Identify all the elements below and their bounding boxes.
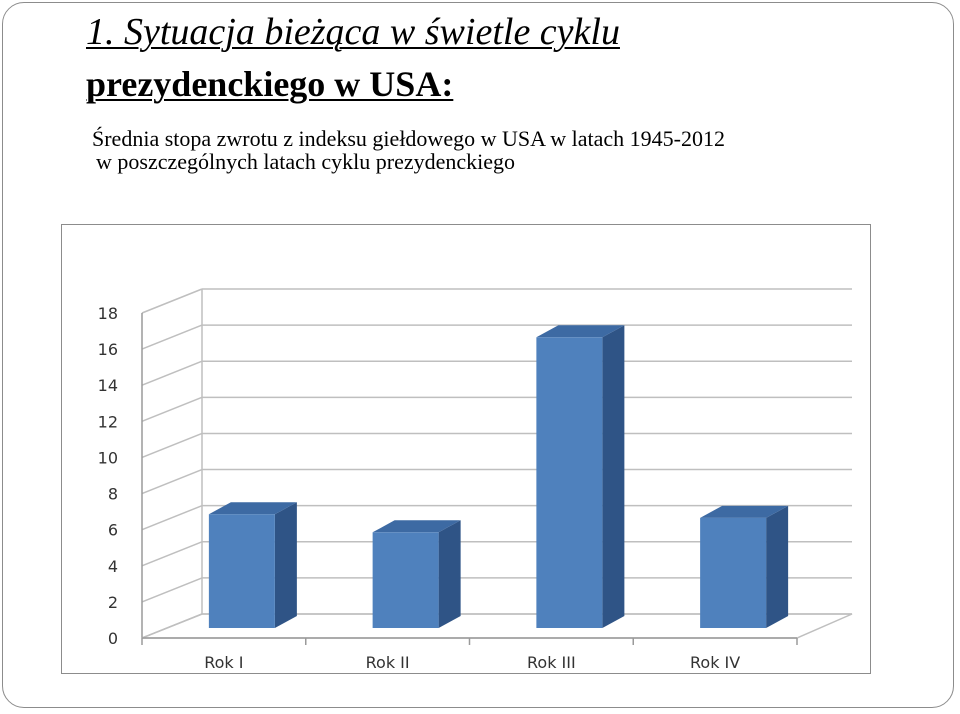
y-tick-label: 2 bbox=[108, 593, 118, 612]
bar-side bbox=[766, 505, 789, 628]
chart-area: 0 2 4 6 8 10 12 14 16 18 Rok I Rok II Rok III Rok IV bbox=[61, 224, 871, 674]
bar-top bbox=[536, 325, 625, 338]
gridline-side bbox=[141, 324, 203, 350]
gridline-side bbox=[141, 396, 203, 423]
gridline-side bbox=[141, 288, 203, 314]
gridline-side bbox=[141, 468, 203, 495]
bar-top bbox=[372, 520, 461, 533]
y-tick-label: 18 bbox=[98, 304, 118, 323]
y-tick-label: 14 bbox=[98, 376, 118, 395]
y-tick-label: 0 bbox=[108, 629, 118, 648]
bar bbox=[536, 337, 603, 628]
chart-subtitle: Średnia stopa zwrotu z indeksu giełdoweg… bbox=[92, 127, 922, 173]
x-tick-label: Rok IV bbox=[690, 653, 740, 672]
x-tick-label: Rok III bbox=[527, 653, 576, 672]
slide-title-line2: prezydenckiego w USA: bbox=[86, 64, 454, 104]
bar-side bbox=[602, 325, 625, 628]
y-tick-label: 6 bbox=[108, 521, 118, 540]
x-tick-label: Rok II bbox=[366, 653, 410, 672]
y-tick-label: 16 bbox=[98, 340, 118, 359]
gridline-side bbox=[141, 541, 203, 567]
bar-side bbox=[438, 520, 461, 628]
subtitle-line1: Średnia stopa zwrotu z indeksu giełdoweg… bbox=[92, 126, 725, 151]
gridline-side bbox=[141, 360, 203, 386]
y-tick-label: 4 bbox=[108, 557, 118, 576]
bar-side bbox=[274, 502, 297, 628]
bar bbox=[208, 514, 275, 628]
slide-title: 1. Sytuacja bieżąca w świetle cyklu bbox=[86, 11, 620, 53]
bar-top bbox=[700, 505, 789, 518]
gridline-side bbox=[141, 577, 203, 603]
x-tick-label: Rok I bbox=[204, 653, 243, 672]
y-tick-label: 8 bbox=[108, 485, 118, 504]
y-tick-label: 12 bbox=[98, 412, 118, 431]
subtitle-line2: w poszczególnych latach cyklu prezydenck… bbox=[96, 149, 516, 174]
bar bbox=[372, 532, 439, 628]
gridline-side bbox=[141, 432, 203, 459]
bar-chart: 0 2 4 6 8 10 12 14 16 18 Rok I Rok II Rok III Rok IV bbox=[98, 288, 853, 672]
bar-top bbox=[208, 502, 297, 515]
y-tick-label: 10 bbox=[98, 448, 118, 467]
gridline-side bbox=[141, 504, 203, 531]
bar bbox=[700, 517, 767, 628]
